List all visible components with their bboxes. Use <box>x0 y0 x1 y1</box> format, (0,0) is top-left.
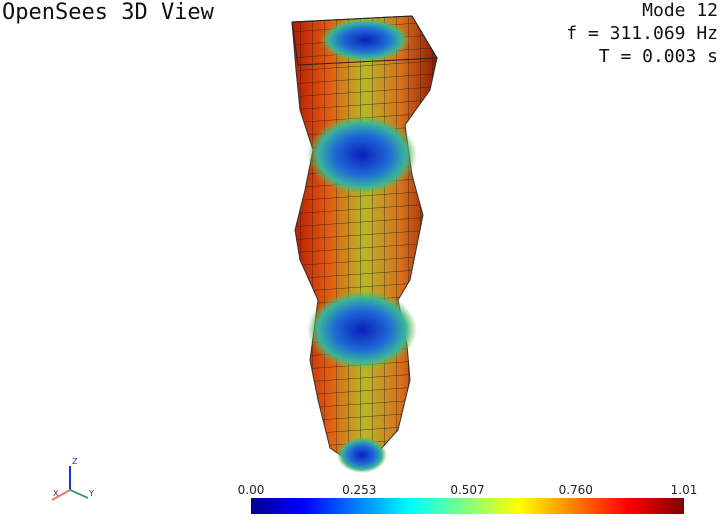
colorbar-labels: 0.00 0.253 0.507 0.760 1.01 <box>238 483 698 497</box>
axes-triad: Z X Y <box>51 457 94 501</box>
y-axis <box>69 489 89 499</box>
frequency-label: f = 311.069 Hz <box>566 23 718 44</box>
colorbar-label: 0.00 <box>238 483 265 497</box>
colorbar <box>251 498 684 514</box>
deformed-column <box>291 15 438 473</box>
colorbar-label: 0.760 <box>559 483 593 497</box>
view-title: OpenSees 3D View <box>2 0 214 25</box>
colorbar-label: 1.01 <box>671 483 698 497</box>
y-label: Y <box>88 489 94 498</box>
z-label: Z <box>72 457 78 466</box>
mode-label: Mode 12 <box>642 0 718 21</box>
x-axis <box>51 489 71 501</box>
x-label: X <box>53 489 59 498</box>
colorbar-label: 0.507 <box>450 483 484 497</box>
colorbar-label: 0.253 <box>342 483 376 497</box>
period-label: T = 0.003 s <box>598 46 718 67</box>
